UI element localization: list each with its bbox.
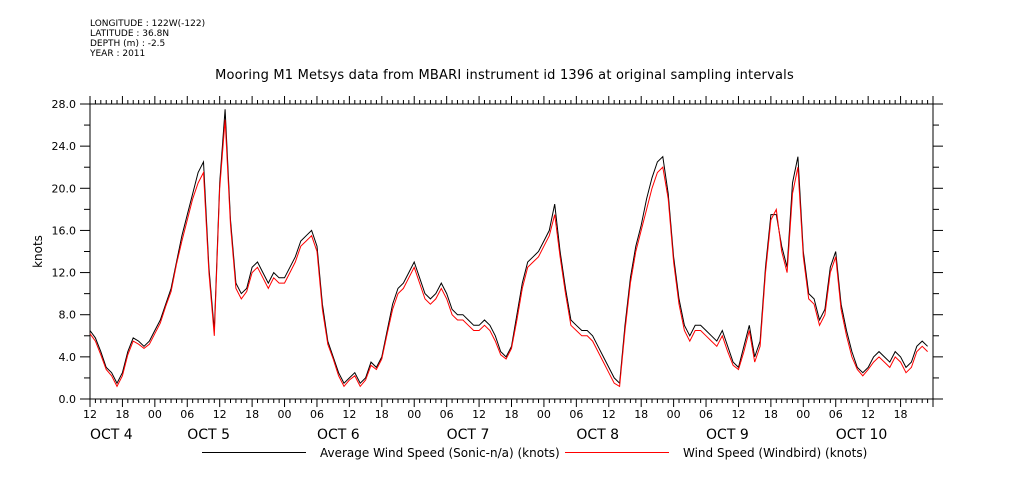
x-tick-label: 06: [180, 408, 194, 421]
x-tick-label: 18: [245, 408, 259, 421]
x-tick-label: 12: [83, 408, 97, 421]
legend-label-windbird: Wind Speed (Windbird) (knots): [683, 446, 868, 460]
x-tick-label: 00: [796, 408, 810, 421]
chart-title: Mooring M1 Metsys data from MBARI instru…: [215, 68, 794, 83]
year-label: YEAR : 2011: [90, 49, 146, 59]
x-tick-label: 18: [375, 408, 389, 421]
plot-frame: [89, 103, 934, 400]
x-tick-label: 18: [894, 408, 908, 421]
series-line-0: [89, 109, 928, 385]
y-tick-label: 0.0: [59, 393, 77, 406]
x-date-label: OCT 9: [706, 427, 749, 443]
legend-swatch-black: [202, 452, 306, 453]
x-tick-label: 06: [440, 408, 454, 421]
latitude-label: LATITUDE : 36.8N: [90, 29, 170, 39]
y-tick-label: 16.0: [52, 224, 77, 237]
legend-label-average-wind: Average Wind Speed (Sonic-n/a) (knots): [320, 446, 560, 460]
x-tick-label: 18: [634, 408, 648, 421]
legend-swatch-red: [565, 452, 669, 453]
x-tick-label: 12: [342, 408, 356, 421]
y-axis-label: knots: [31, 235, 45, 268]
x-tick-label: 00: [537, 408, 551, 421]
x-tick-label: 18: [764, 408, 778, 421]
y-tick-label: 28.0: [52, 98, 77, 111]
y-tick-label: 4.0: [59, 351, 77, 364]
x-date-label: OCT 6: [317, 427, 360, 443]
x-tick-label: 12: [602, 408, 616, 421]
x-date-label: OCT 4: [90, 427, 133, 443]
x-tick-label: 18: [115, 408, 129, 421]
legend-item-average-wind: Average Wind Speed (Sonic-n/a) (knots): [202, 446, 560, 460]
x-tick-label: 00: [407, 408, 421, 421]
x-tick-label: 06: [310, 408, 324, 421]
x-tick-label: 00: [278, 408, 292, 421]
longitude-label: LONGITUDE : 122W(-122): [90, 19, 206, 29]
x-tick-label: 06: [829, 408, 843, 421]
x-tick-label: 00: [667, 408, 681, 421]
x-tick-label: 12: [213, 408, 227, 421]
x-tick-label: 00: [148, 408, 162, 421]
y-tick-label: 8.0: [59, 309, 77, 322]
x-tick-label: 18: [505, 408, 519, 421]
series-line-1: [89, 119, 928, 388]
x-date-label: OCT 10: [836, 427, 888, 443]
x-date-label: OCT 7: [447, 427, 490, 443]
x-tick-label: 06: [569, 408, 583, 421]
x-tick-label: 06: [699, 408, 713, 421]
x-date-label: OCT 8: [576, 427, 619, 443]
depth-label: DEPTH (m) : -2.5: [90, 39, 166, 49]
y-tick-label: 20.0: [52, 182, 77, 195]
y-tick-label: 24.0: [52, 140, 77, 153]
x-tick-label: 12: [731, 408, 745, 421]
x-date-label: OCT 5: [187, 427, 230, 443]
x-tick-label: 12: [861, 408, 875, 421]
x-tick-label: 12: [472, 408, 486, 421]
station-metadata: LONGITUDE : 122W(-122) LATITUDE : 36.8N …: [90, 19, 205, 59]
legend-item-windbird: Wind Speed (Windbird) (knots): [565, 446, 867, 460]
y-tick-label: 12.0: [52, 267, 77, 280]
